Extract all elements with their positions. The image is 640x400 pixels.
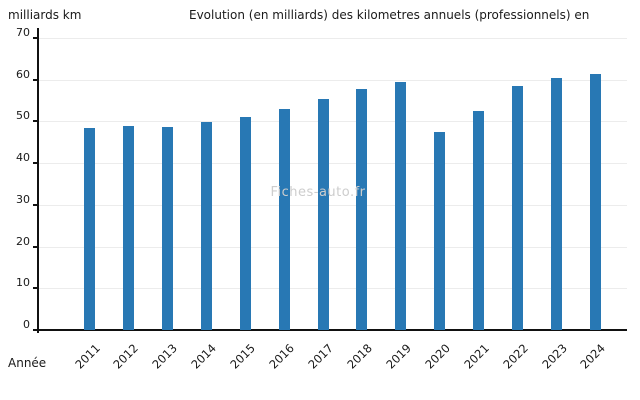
x-axis-line [37,329,627,331]
gridline [39,288,627,290]
gridline [39,79,627,81]
bar-2023 [551,78,563,330]
bar-2015 [239,117,251,330]
bar-2014 [200,122,212,330]
y-tick-label: 60 [16,67,30,81]
y-axis-tick [33,245,37,248]
y-axis-tick [33,329,37,331]
bar-2018 [356,89,368,330]
gridline [39,121,627,123]
y-tick-label: 50 [16,109,30,123]
y-axis-tick [33,162,37,165]
bar-2021 [473,110,485,330]
y-axis-line [37,28,39,333]
y-tick-label: 20 [16,234,30,248]
bar-2020 [434,131,446,330]
y-axis-tick [33,37,37,39]
bar-2013 [161,126,173,330]
y-tick-label: 0 [23,318,30,331]
y-axis-tick [33,203,37,206]
y-axis-tick [33,78,37,81]
bar-2022 [512,85,524,330]
gridline [39,246,627,248]
y-tick-label: 10 [16,276,30,290]
bar-2024 [589,74,601,330]
bar-2019 [395,81,407,330]
y-axis-tick [33,287,37,290]
y-tick-label: 70 [16,26,30,39]
gridline [39,163,627,165]
bar-2017 [317,99,329,330]
bar-2011 [84,127,95,330]
y-axis-tick [33,120,37,123]
bar-2016 [278,108,290,330]
y-tick-label: 30 [16,192,30,206]
y-axis-unit-label: milliards km [8,8,82,22]
y-tick-label: 40 [16,151,30,165]
gridline [39,204,627,206]
bar-2012 [122,126,134,330]
gridline [39,38,627,39]
watermark: Fiches-auto.fr [270,185,366,200]
chart-title: Evolution (en milliards) des kilometres … [189,8,590,22]
x-axis-title: Année [8,356,47,370]
